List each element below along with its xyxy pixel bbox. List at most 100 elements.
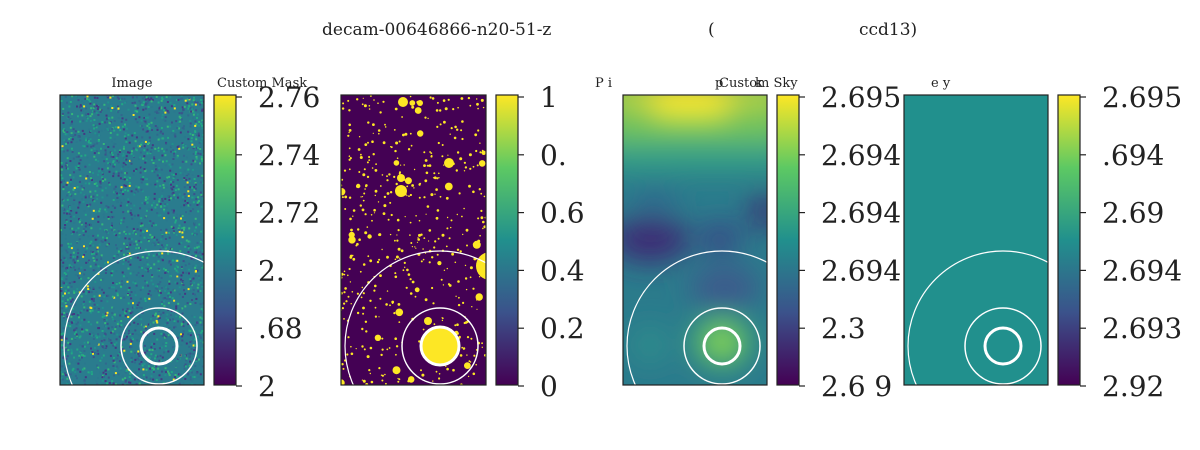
noise-pixel <box>124 137 127 140</box>
noise-pixel <box>200 193 203 196</box>
noise-pixel <box>185 357 188 360</box>
noise-pixel <box>65 167 68 170</box>
noise-pixel <box>74 331 77 334</box>
noise-pixel <box>187 190 190 193</box>
noise-pixel <box>118 262 121 265</box>
noise-pixel <box>129 212 132 214</box>
noise-pixel <box>90 323 93 326</box>
noise-pixel <box>86 156 89 159</box>
noise-pixel <box>158 347 161 350</box>
noise-pixel <box>157 275 160 278</box>
noise-pixel <box>124 312 127 315</box>
noise-pixel <box>94 263 97 266</box>
noise-pixel <box>190 137 193 140</box>
noise-pixel <box>167 111 170 114</box>
noise-pixel <box>67 269 70 272</box>
noise-pixel <box>122 308 124 311</box>
noise-pixel <box>101 328 104 331</box>
noise-pixel <box>198 203 200 206</box>
noise-pixel <box>96 197 99 200</box>
noise-pixel <box>90 240 93 243</box>
noise-pixel <box>163 297 166 299</box>
noise-pixel <box>187 107 190 110</box>
noise-pixel <box>88 300 91 303</box>
mask-speck <box>432 380 434 382</box>
mask-speck <box>395 308 404 317</box>
noise-pixel <box>125 172 128 175</box>
noise-pixel <box>81 328 84 331</box>
colorbar-tick-label: 1 <box>540 81 558 114</box>
noise-pixel <box>200 331 203 334</box>
noise-pixel <box>143 202 146 204</box>
noise-pixel <box>168 231 170 234</box>
noise-pixel <box>127 165 130 168</box>
noise-pixel <box>138 315 141 318</box>
mask-speck <box>446 227 449 230</box>
noise-pixel <box>125 337 128 340</box>
noise-pixel <box>101 189 104 192</box>
noise-pixel <box>97 343 100 346</box>
colorbars: 2.762.742.722..68210.0.60.40.202.6952.69… <box>213 81 1182 403</box>
noise-pixel <box>62 294 64 297</box>
noise-pixel <box>139 289 142 291</box>
colorbar-tick-label: 2.694 <box>821 254 901 287</box>
mask-speck <box>363 192 366 195</box>
noise-pixel <box>73 280 76 283</box>
noise-pixel <box>189 186 192 189</box>
noise-pixel <box>189 287 192 290</box>
noise-pixel <box>108 339 111 342</box>
noise-pixel <box>81 99 84 102</box>
noise-pixel <box>140 125 143 127</box>
noise-pixel <box>89 102 92 105</box>
noise-pixel <box>134 357 137 360</box>
mask-speck <box>368 155 370 158</box>
mask-speck <box>464 362 471 369</box>
noise-pixel <box>116 292 119 295</box>
noise-pixel <box>81 301 84 304</box>
noise-pixel <box>92 338 95 340</box>
noise-pixel <box>161 194 164 197</box>
noise-pixel <box>174 150 177 153</box>
mask-speck <box>377 102 379 104</box>
noise-pixel <box>183 219 186 222</box>
mask-speck <box>361 286 364 289</box>
noise-pixel <box>61 348 64 351</box>
noise-pixel <box>141 267 144 269</box>
mask-speck <box>456 151 460 154</box>
noise-pixel <box>168 216 171 219</box>
noise-pixel <box>106 311 109 314</box>
noise-pixel <box>194 233 196 236</box>
noise-pixel <box>202 310 204 313</box>
noise-pixel <box>131 311 134 314</box>
noise-pixel <box>192 289 195 292</box>
mask-speck <box>393 129 396 131</box>
noise-pixel <box>72 260 75 263</box>
noise-pixel <box>173 104 176 107</box>
noise-pixel <box>191 110 194 113</box>
noise-pixel <box>102 179 104 182</box>
noise-pixel <box>60 377 63 380</box>
noise-pixel <box>113 313 116 316</box>
noise-pixel <box>200 230 203 233</box>
noise-pixel <box>156 288 159 291</box>
noise-pixel <box>189 303 192 305</box>
colorbar-tick-label: 2.695 <box>821 81 901 114</box>
noise-pixel <box>177 255 180 258</box>
mask-speck <box>348 158 351 161</box>
noise-pixel <box>97 265 100 268</box>
noise-pixel <box>86 145 89 148</box>
noise-pixel <box>201 174 204 177</box>
noise-pixel <box>78 180 81 183</box>
colorbar-tick-label: 2.72 <box>258 197 320 230</box>
noise-pixel <box>195 157 198 160</box>
noise-pixel <box>85 137 88 140</box>
noise-pixel <box>80 223 83 226</box>
mask-speck <box>385 382 387 385</box>
mask-speck <box>343 270 346 273</box>
noise-pixel <box>134 371 137 374</box>
mask-speck <box>378 258 381 261</box>
mask-speck <box>414 287 420 293</box>
noise-pixel <box>124 377 127 380</box>
noise-pixel <box>182 143 185 146</box>
noise-pixel <box>69 325 72 328</box>
